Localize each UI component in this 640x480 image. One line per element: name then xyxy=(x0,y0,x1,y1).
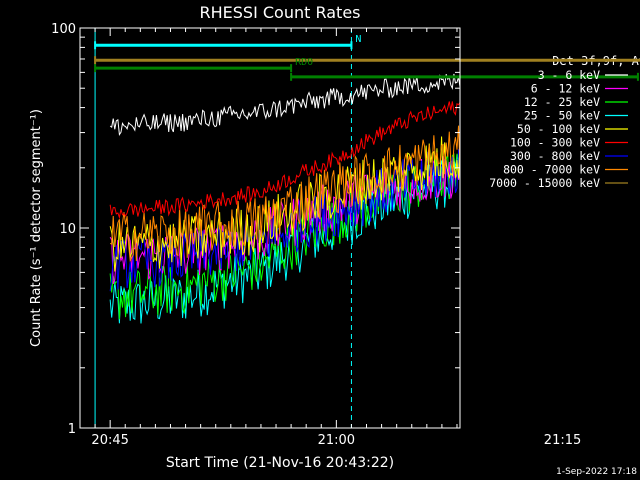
y-tick-label-0: 1 xyxy=(68,422,76,437)
series-0-group xyxy=(109,73,460,136)
series-line-1 xyxy=(109,155,460,284)
series-7-group xyxy=(109,125,460,262)
legend-label-6: 300 - 800 keV xyxy=(510,149,600,163)
plot-area: NNFD1FD2RD0RD6 xyxy=(94,28,640,428)
legend-label-5: 100 - 300 keV xyxy=(510,136,600,150)
legend-label-2: 12 - 25 keV xyxy=(524,95,600,109)
y-tick-label-1: 10 xyxy=(59,222,76,237)
series-line-3 xyxy=(109,154,460,324)
series-line-4 xyxy=(109,136,460,272)
legend-label-1: 6 - 12 keV xyxy=(531,82,600,96)
series-4-group xyxy=(109,136,460,272)
series-line-6 xyxy=(109,148,460,292)
chart-title: RHESSI Count Rates xyxy=(200,3,361,22)
annotation-label-0: N xyxy=(355,34,361,45)
x-tick-label-1: 21:00 xyxy=(318,433,355,448)
y-tick-label-2: 100 xyxy=(51,22,76,37)
x-tick-label-0: 20:45 xyxy=(91,433,128,448)
x-tick-label-2: 21:15 xyxy=(544,433,581,448)
legend-label-0: 3 - 6 keV xyxy=(538,68,600,82)
series-3-group xyxy=(109,154,460,324)
series-6-group xyxy=(109,148,460,292)
legend-label-4: 50 - 100 keV xyxy=(517,122,600,136)
annotation-label-5: RD0 xyxy=(295,57,313,68)
legend-label-8: 7000 - 15000 keV xyxy=(489,176,600,190)
legend-label-3: 25 - 50 keV xyxy=(524,109,600,123)
footer-timestamp: 1-Sep-2022 17:18 xyxy=(556,467,637,477)
x-axis-label: Start Time (21-Nov-16 20:43:22) xyxy=(166,455,394,471)
series-1-group xyxy=(109,155,460,284)
legend-label-7: 800 - 7000 keV xyxy=(503,163,600,177)
series-5-group xyxy=(109,101,460,220)
y-axis-label: Count Rate (s⁻¹ detector segment⁻¹) xyxy=(29,109,44,347)
series-line-7 xyxy=(109,125,460,262)
series-line-0 xyxy=(109,73,460,136)
series-line-5 xyxy=(109,101,460,220)
axes: 20:4521:0021:1521:3021:4522:0022:1511010… xyxy=(51,22,581,448)
